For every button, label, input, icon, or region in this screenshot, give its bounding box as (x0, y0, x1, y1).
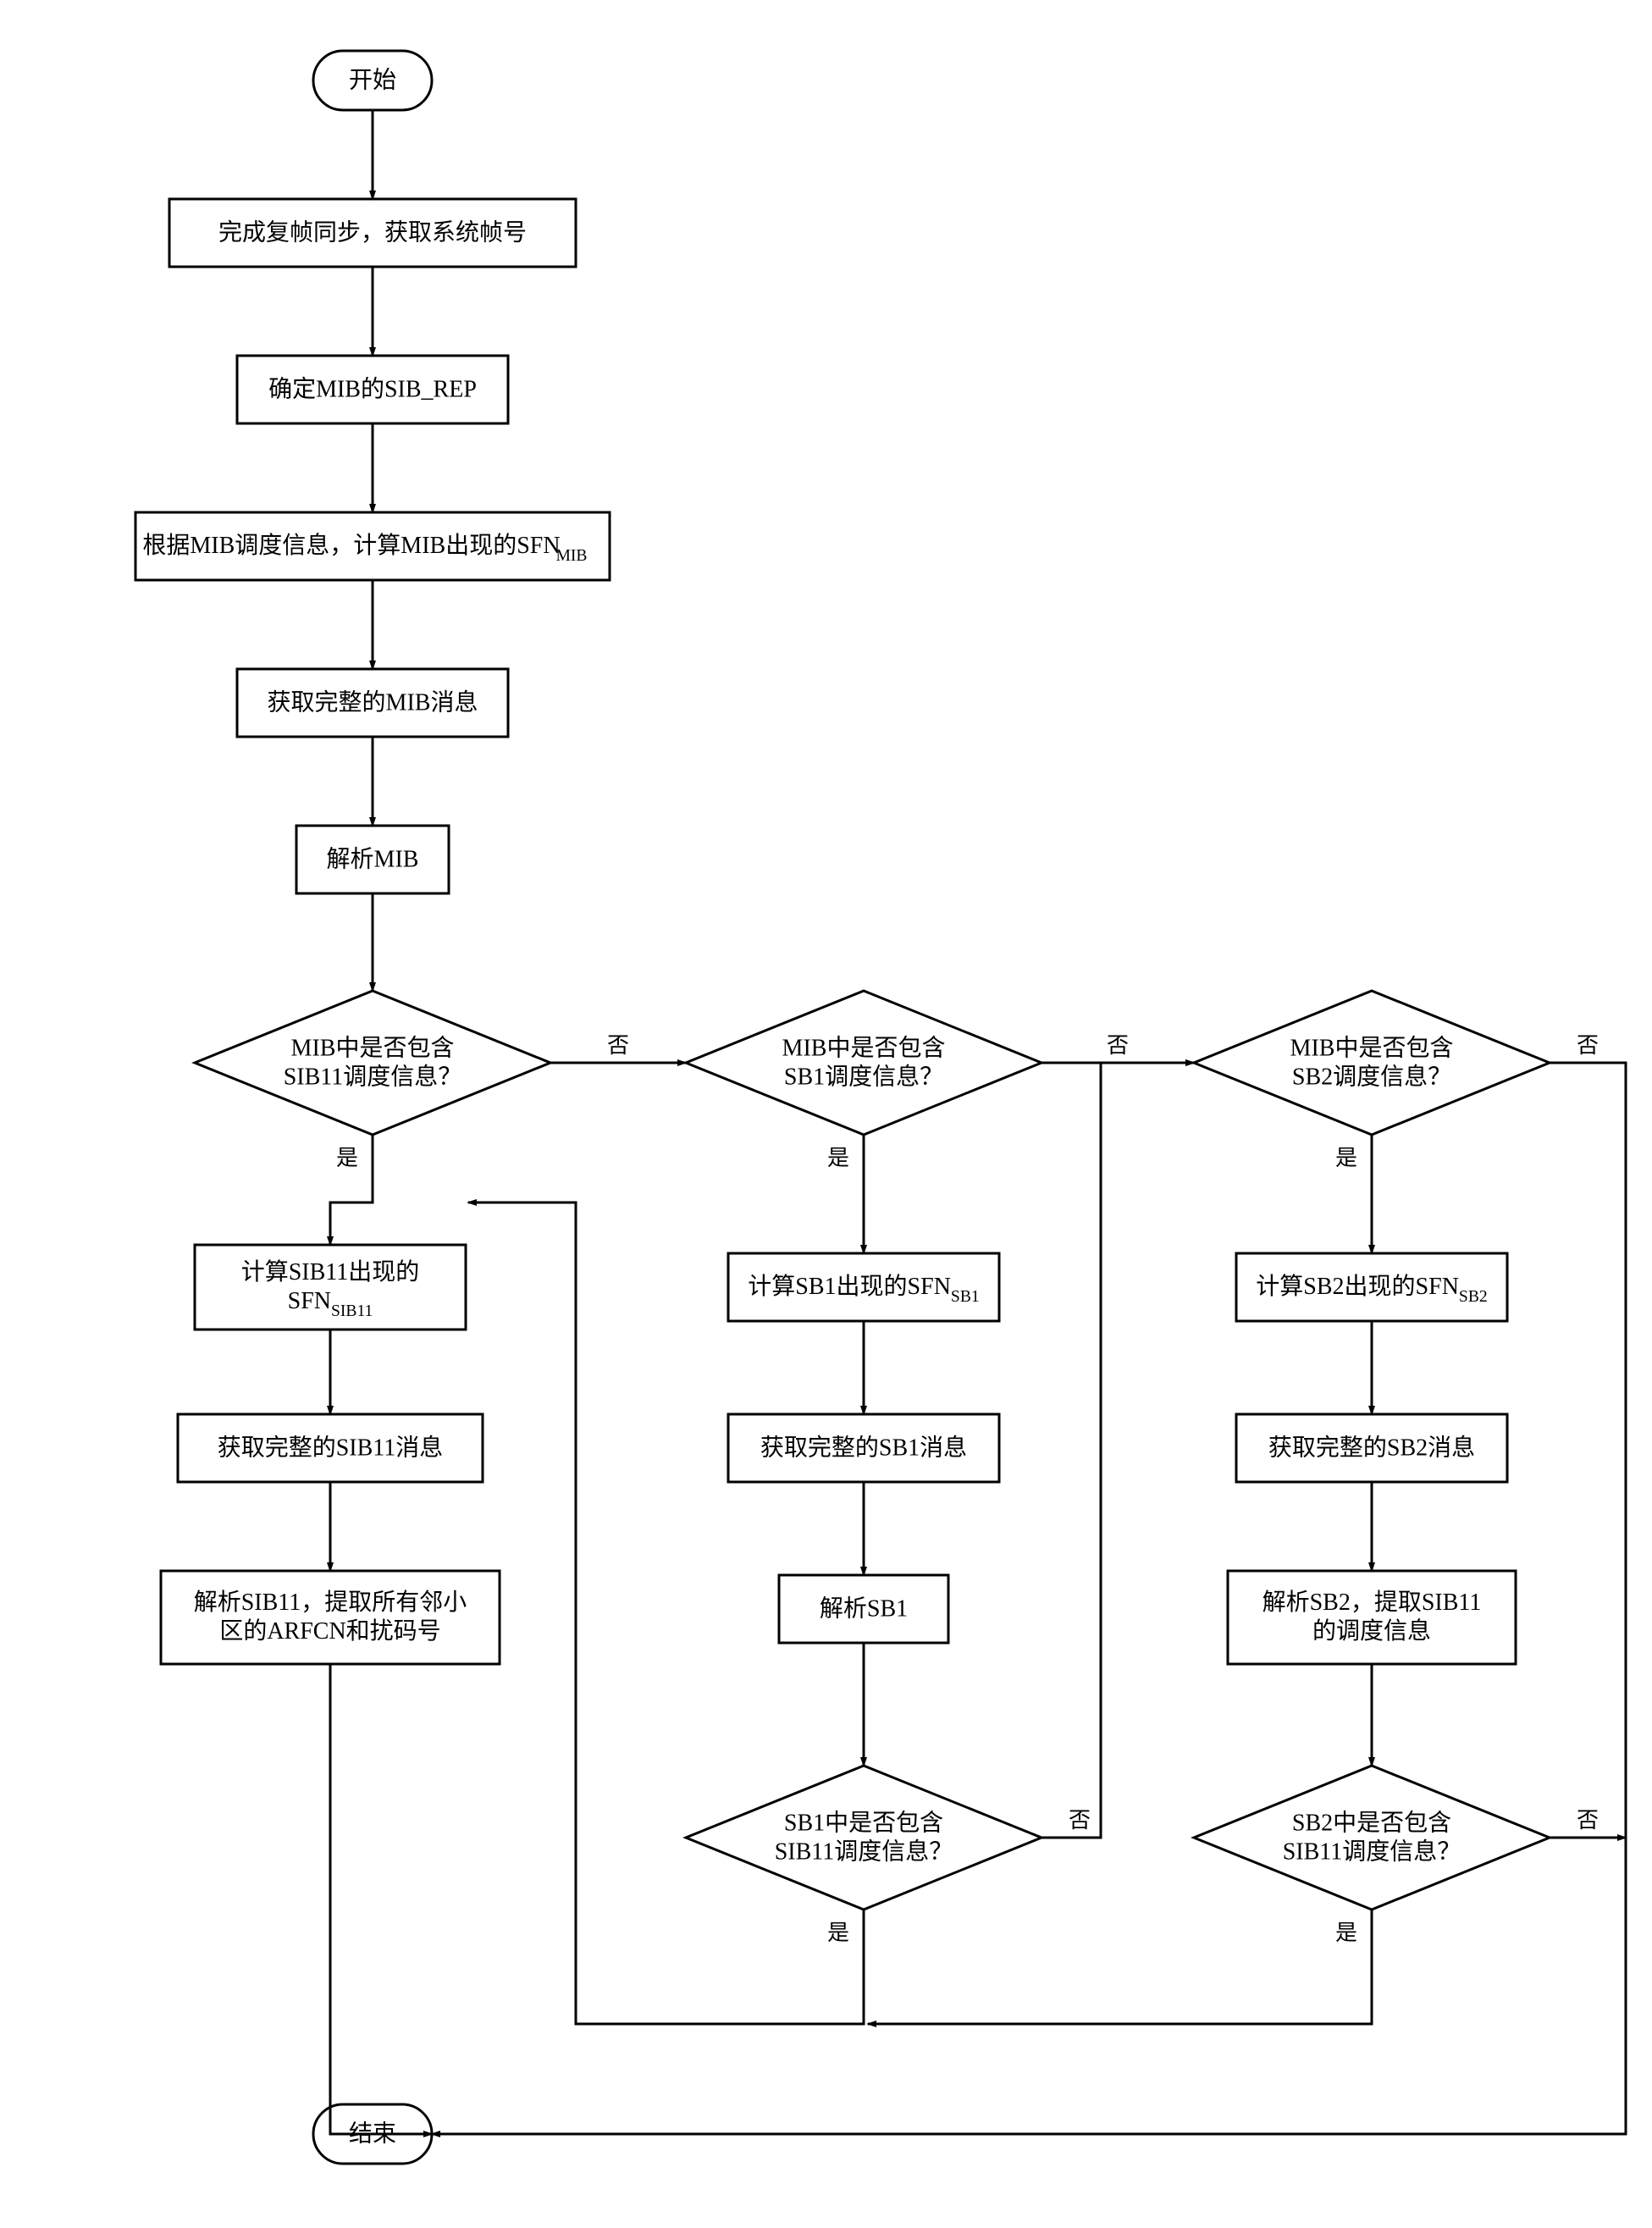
svg-text:MIB中是否包含: MIB中是否包含 (291, 1034, 455, 1061)
svg-text:计算SIB11出现的: 计算SIB11出现的 (241, 1258, 420, 1285)
svg-text:否: 否 (607, 1033, 629, 1058)
svg-text:获取完整的SB2消息: 获取完整的SB2消息 (1268, 1434, 1475, 1461)
svg-text:的调度信息: 的调度信息 (1312, 1617, 1431, 1645)
edge (330, 1664, 432, 2134)
decision-d2 (686, 991, 1041, 1135)
svg-text:SB1中是否包含: SB1中是否包含 (784, 1809, 943, 1836)
process-c1a (195, 1245, 466, 1330)
decision-d5 (1194, 1766, 1550, 1910)
flowchart-canvas: 开始结束完成复帧同步，获取系统帧号确定MIB的SIB_REP根据MIB调度信息，… (17, 17, 1652, 2211)
svg-text:SIB11调度信息？: SIB11调度信息？ (284, 1063, 462, 1090)
svg-text:MIB中是否包含: MIB中是否包含 (1290, 1034, 1454, 1061)
svg-text:开始: 开始 (349, 66, 396, 93)
svg-text:SIB11调度信息？: SIB11调度信息？ (1283, 1838, 1461, 1865)
svg-text:是: 是 (827, 1146, 849, 1170)
svg-text:是: 是 (1335, 1921, 1357, 1945)
svg-text:否: 否 (1107, 1033, 1129, 1058)
svg-text:SB1调度信息？: SB1调度信息？ (784, 1063, 943, 1090)
svg-text:完成复帧同步，获取系统帧号: 完成复帧同步，获取系统帧号 (218, 218, 527, 246)
decision-d4 (686, 1766, 1041, 1910)
svg-text:否: 否 (1577, 1033, 1599, 1058)
svg-text:区的ARFCN和扰码号: 区的ARFCN和扰码号 (219, 1617, 440, 1645)
svg-text:解析SIB11，提取所有邻小: 解析SIB11，提取所有邻小 (194, 1589, 467, 1616)
svg-text:解析SB2，提取SIB11: 解析SB2，提取SIB11 (1262, 1589, 1482, 1616)
svg-text:SB2中是否包含: SB2中是否包含 (1292, 1809, 1451, 1836)
svg-text:否: 否 (1577, 1808, 1599, 1833)
edge (868, 1910, 1372, 2024)
decision-d3 (1194, 991, 1550, 1135)
svg-text:是: 是 (1335, 1146, 1357, 1170)
svg-text:确定MIB的SIB_REP: 确定MIB的SIB_REP (268, 375, 477, 402)
svg-text:获取完整的SIB11消息: 获取完整的SIB11消息 (218, 1434, 444, 1461)
decision-d1 (195, 991, 550, 1135)
svg-text:解析MIB: 解析MIB (327, 845, 419, 872)
process-c1c (161, 1571, 500, 1664)
svg-text:MIB中是否包含: MIB中是否包含 (782, 1034, 946, 1061)
svg-text:否: 否 (1069, 1808, 1091, 1833)
svg-text:SIB11调度信息？: SIB11调度信息？ (775, 1838, 953, 1865)
svg-text:解析SB1: 解析SB1 (820, 1595, 908, 1622)
svg-text:是: 是 (827, 1921, 849, 1945)
svg-text:获取完整的MIB消息: 获取完整的MIB消息 (268, 688, 478, 716)
svg-text:获取完整的SB1消息: 获取完整的SB1消息 (760, 1434, 967, 1461)
process-c3c (1228, 1571, 1516, 1664)
edge (1041, 1063, 1194, 1838)
svg-text:是: 是 (336, 1146, 358, 1170)
svg-text:SB2调度信息？: SB2调度信息？ (1292, 1063, 1451, 1090)
